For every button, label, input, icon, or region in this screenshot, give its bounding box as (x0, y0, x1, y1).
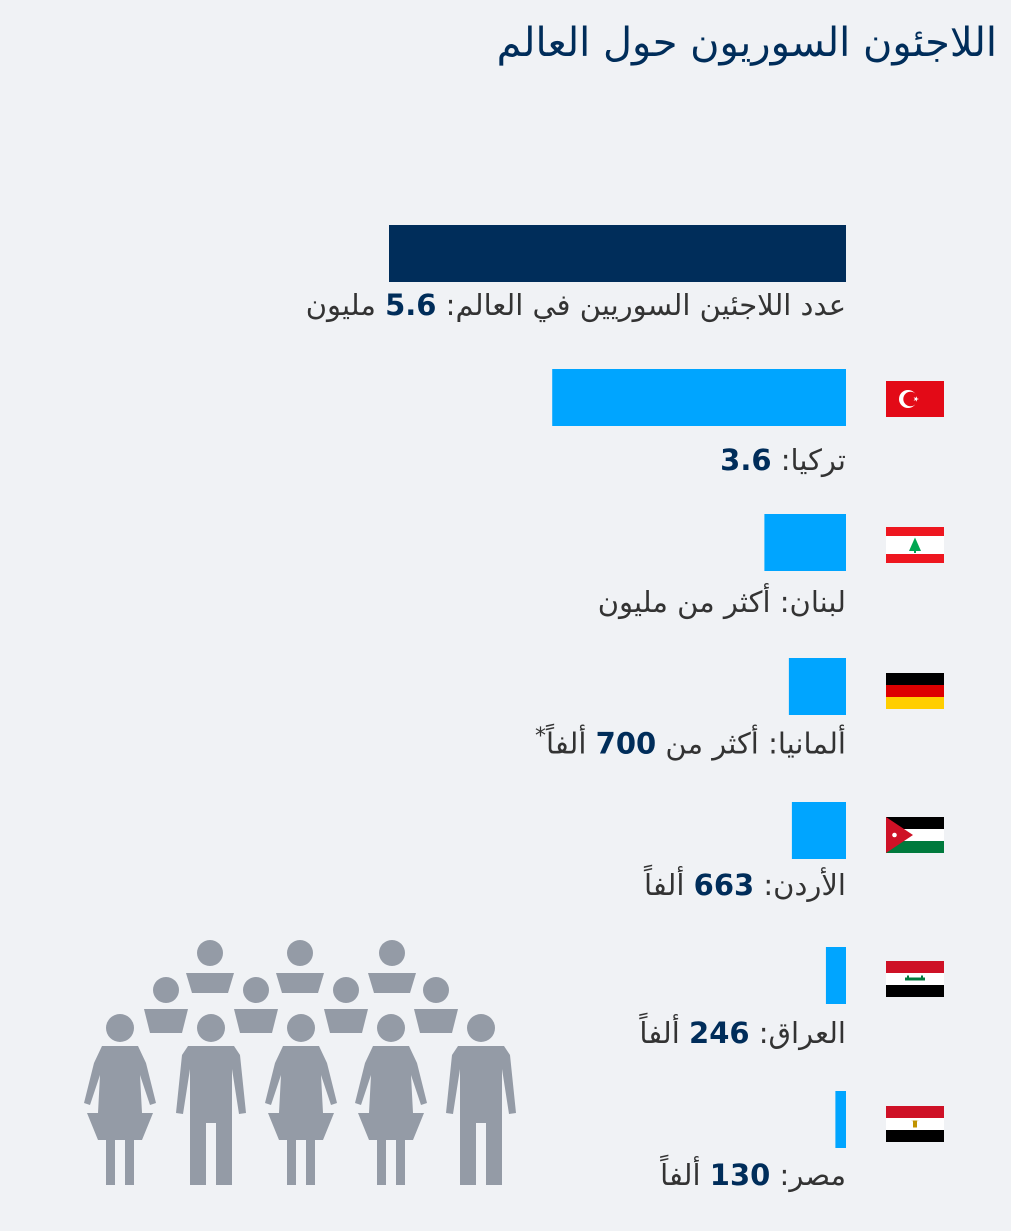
label-lebanon: لبنان: أكثر من مليون (598, 585, 846, 619)
bar-total (389, 225, 846, 282)
lebanon-flag-icon (886, 527, 944, 563)
label-jordan-suffix: ألفاً (644, 868, 694, 902)
label-iraq-suffix: ألفاً (639, 1016, 690, 1050)
label-total-prefix: عدد اللاجئين السوريين في العالم: (436, 288, 846, 322)
turkey-flag-icon (886, 381, 944, 417)
label-total: عدد اللاجئين السوريين في العالم: 5.6 ملي… (306, 288, 846, 322)
label-iraq-number: 246 (689, 1016, 750, 1050)
jordan-flag-icon (886, 817, 944, 853)
label-germany-number: 700 (595, 726, 657, 761)
label-egypt-suffix: ألفاً (660, 1158, 710, 1192)
label-total-number: 5.6 (385, 288, 437, 322)
bar-egypt (835, 1091, 846, 1148)
page-title: اللاجئون السوريون حول العالم (496, 20, 997, 66)
bar-turkey (552, 369, 846, 426)
egypt-flag-icon (886, 1106, 944, 1142)
label-germany: ألمانيا: أكثر من 700 ألفاً* (535, 724, 846, 761)
label-jordan-number: 663 (693, 868, 755, 902)
bar-lebanon (764, 514, 846, 571)
germany-footnote-marker: * (535, 724, 547, 749)
refugee-crowd-icon (84, 940, 516, 1185)
label-iraq-prefix: العراق: (749, 1016, 846, 1050)
label-total-suffix: مليون (305, 288, 386, 322)
label-egypt-prefix: مصر: (770, 1158, 846, 1192)
label-turkey-number: 3.6 (720, 443, 772, 477)
bar-iraq (825, 947, 846, 1004)
bar-jordan (791, 802, 846, 859)
germany-flag-icon (886, 673, 944, 709)
label-jordan-prefix: الأردن: (754, 868, 846, 902)
label-lebanon-prefix: لبنان: أكثر من مليون (597, 585, 846, 619)
label-germany-prefix: ألمانيا: أكثر من (656, 726, 846, 761)
label-germany-suffix: ألفاً (546, 726, 596, 761)
label-egypt-number: 130 (709, 1158, 771, 1192)
label-iraq: العراق: 246 ألفاً (639, 1016, 846, 1050)
label-jordan: الأردن: 663 ألفاً (644, 868, 846, 902)
label-turkey-prefix: تركيا: (771, 443, 846, 477)
bar-germany (788, 658, 846, 715)
label-turkey: تركيا: 3.6 (720, 443, 846, 477)
iraq-flag-icon (886, 961, 944, 997)
label-egypt: مصر: 130 ألفاً (660, 1158, 846, 1192)
